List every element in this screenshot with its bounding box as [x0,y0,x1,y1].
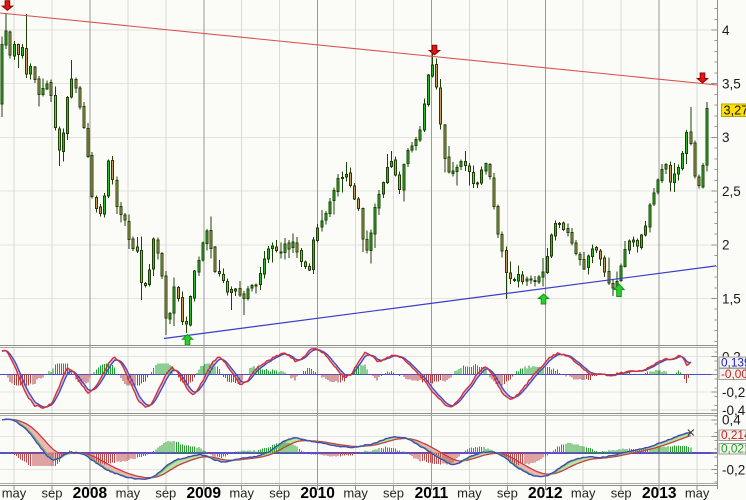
svg-text:3,270: 3,270 [724,103,746,118]
svg-text:may: may [571,486,596,500]
svg-text:sep: sep [269,486,290,500]
svg-text:2: 2 [722,238,730,253]
svg-text:may: may [457,486,482,500]
svg-text:1,5: 1,5 [722,291,741,306]
svg-text:may: may [2,486,27,500]
svg-text:3,5: 3,5 [722,77,741,92]
svg-text:2008: 2008 [73,485,108,500]
svg-text:0,021: 0,021 [721,442,746,456]
svg-text:2010: 2010 [300,485,334,500]
svg-text:sep: sep [383,486,404,500]
svg-text:4: 4 [722,23,730,38]
svg-text:0,4: 0,4 [722,413,741,428]
svg-text:0,214: 0,214 [721,428,746,442]
svg-text:sep: sep [497,486,518,500]
svg-text:2013: 2013 [642,485,677,500]
svg-text:3: 3 [722,130,730,145]
svg-text:2,5: 2,5 [722,184,741,199]
svg-text:-0,4: -0,4 [722,403,746,418]
svg-text:0,139: 0,139 [721,355,746,369]
svg-text:2012: 2012 [528,485,562,500]
svg-text:may: may [229,486,254,500]
svg-text:-0,2: -0,2 [722,462,745,477]
svg-text:may: may [116,486,141,500]
svg-text:sep: sep [611,486,632,500]
svg-text:may: may [685,486,710,500]
svg-text:sep: sep [155,486,176,500]
svg-text:2009: 2009 [187,485,222,500]
svg-text:2011: 2011 [415,485,449,500]
svg-text:-0,2: -0,2 [722,385,745,400]
svg-text:-0,005: -0,005 [721,367,746,381]
svg-text:may: may [343,486,368,500]
svg-text:sep: sep [42,486,63,500]
